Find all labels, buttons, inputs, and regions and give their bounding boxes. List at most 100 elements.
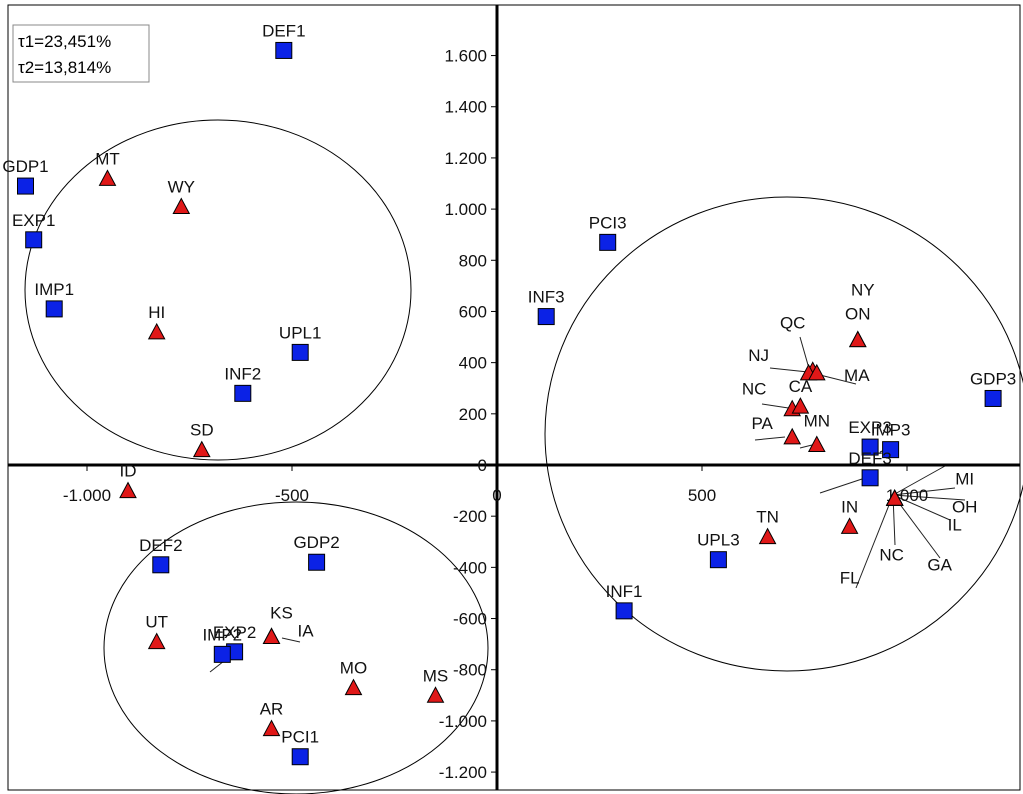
point-triangle-tn	[758, 527, 777, 545]
point-label-oh: OH	[952, 497, 978, 516]
x-tick-label: 500	[688, 486, 716, 505]
point-label-nc: NC	[742, 380, 767, 399]
point-label-def3: DEF3	[848, 449, 891, 468]
point-label-id: ID	[120, 462, 137, 481]
point-square-imp1	[45, 300, 63, 318]
y-tick-label: -1.000	[439, 712, 487, 731]
point-label-ar: AR	[260, 700, 284, 719]
point-label-inf2: INF2	[224, 364, 261, 383]
point-triangle-ca	[791, 397, 810, 414]
point-label-ms: MS	[423, 666, 449, 685]
y-tick-label: -400	[453, 558, 487, 577]
point-label-gdp1: GDP1	[2, 157, 48, 176]
point-triangle-pa	[783, 427, 802, 445]
point-label-def1: DEF1	[262, 21, 305, 40]
point-label-qc: QC	[780, 313, 806, 332]
point-triangle-fl	[885, 489, 904, 506]
inertia-box: τ1=23,451% τ2=13,814%	[12, 24, 150, 83]
point-label-upl3: UPL3	[697, 531, 740, 550]
y-tick-label: 400	[459, 354, 487, 373]
point-triangle-ia	[262, 627, 281, 644]
cluster-circle-bottom-left	[103, 501, 489, 794]
point-triangle-ms	[426, 686, 445, 703]
point-square-inf1	[615, 602, 633, 620]
point-label-exp2: EXP2	[213, 623, 256, 642]
point-square-upl1	[291, 343, 309, 361]
point-label-fl: FL	[840, 568, 860, 587]
y-tick-label: -600	[453, 610, 487, 629]
x-tick-label: 0	[492, 486, 501, 505]
point-triangle-sd	[192, 440, 211, 458]
point-square-upl3	[709, 551, 727, 569]
point-triangle-id	[119, 481, 137, 499]
cluster-circle-right	[544, 196, 1023, 672]
point-label-ks: KS	[270, 603, 293, 622]
point-label-mo: MO	[340, 659, 367, 678]
point-label-inf3: INF3	[528, 288, 565, 307]
point-label-tn: TN	[756, 508, 779, 527]
point-label-gdp3: GDP3	[970, 369, 1016, 388]
y-tick-label: 1.200	[444, 149, 487, 168]
y-tick-label: 1.000	[444, 200, 487, 219]
point-triangle-mn	[807, 435, 826, 453]
point-square-gdp2	[308, 553, 326, 571]
point-triangle-wy	[172, 197, 191, 215]
point-square-inf3	[537, 308, 555, 326]
point-triangle-ut	[147, 632, 166, 650]
point-label-imp1: IMP1	[34, 280, 74, 299]
point-triangle-mt	[98, 169, 117, 186]
point-square-pci3	[599, 233, 617, 251]
point-triangle-on	[848, 330, 867, 348]
point-square-gdp1	[17, 177, 34, 195]
point-square-imp2	[213, 645, 231, 663]
point-triangle-ar	[262, 719, 281, 737]
point-label-exp3: EXP3	[848, 418, 891, 437]
point-label-pci3: PCI3	[589, 213, 627, 232]
point-label-inf1: INF1	[606, 582, 643, 601]
point-label-ma: MA	[844, 366, 870, 385]
point-square-def2	[152, 556, 170, 574]
point-label-mi: MI	[955, 469, 974, 488]
y-tick-label: -200	[453, 507, 487, 526]
point-label-hi: HI	[148, 303, 165, 322]
point-label-pci1: PCI1	[281, 728, 319, 747]
point-triangle-mo	[344, 678, 363, 696]
point-label-on: ON	[845, 305, 871, 324]
cluster-circle-top-left	[24, 119, 412, 461]
inertia-axis2: τ2=13,814%	[18, 58, 111, 77]
point-label-nj: NJ	[748, 346, 769, 365]
point-label-ca: CA	[789, 377, 813, 396]
point-square-exp1	[25, 231, 43, 249]
point-square-def1	[275, 41, 293, 59]
y-tick-label: 0	[478, 456, 487, 475]
x-tick-label: -500	[275, 486, 309, 505]
point-label-def2: DEF2	[139, 536, 182, 555]
y-tick-label: 200	[459, 405, 487, 424]
point-square-inf2	[234, 384, 252, 402]
point-label-exp1: EXP1	[12, 211, 55, 230]
y-tick-label: 800	[459, 251, 487, 270]
point-triangle-hi	[147, 322, 166, 340]
point-label-ny: NY	[851, 281, 875, 300]
point-label-upl1: UPL1	[279, 323, 322, 342]
inertia-box-border	[12, 24, 150, 83]
point-label-nc: NC	[879, 545, 904, 564]
point-label-ga: GA	[927, 555, 952, 574]
point-label-imp3: IMP3	[871, 421, 911, 440]
point-square-imp3	[882, 441, 900, 459]
point-square-def3	[861, 469, 879, 487]
point-square-exp3	[861, 438, 879, 456]
point-label-mt: MT	[95, 149, 120, 168]
x-tick-label: -1.000	[63, 486, 111, 505]
plot-frame	[7, 4, 1021, 791]
y-tick-label: -800	[453, 661, 487, 680]
axes: 1.600 1.400 1.200 1.000 800 600 400 200 0 -200 -40…	[8, 5, 1020, 790]
point-label-sd: SD	[190, 421, 214, 440]
y-tick-label: 600	[459, 302, 487, 321]
point-triangle-ma	[807, 363, 826, 381]
point-label-imp2: IMP2	[202, 625, 242, 644]
point-label-il: IL	[948, 515, 962, 534]
point-label-mn: MN	[804, 412, 830, 431]
